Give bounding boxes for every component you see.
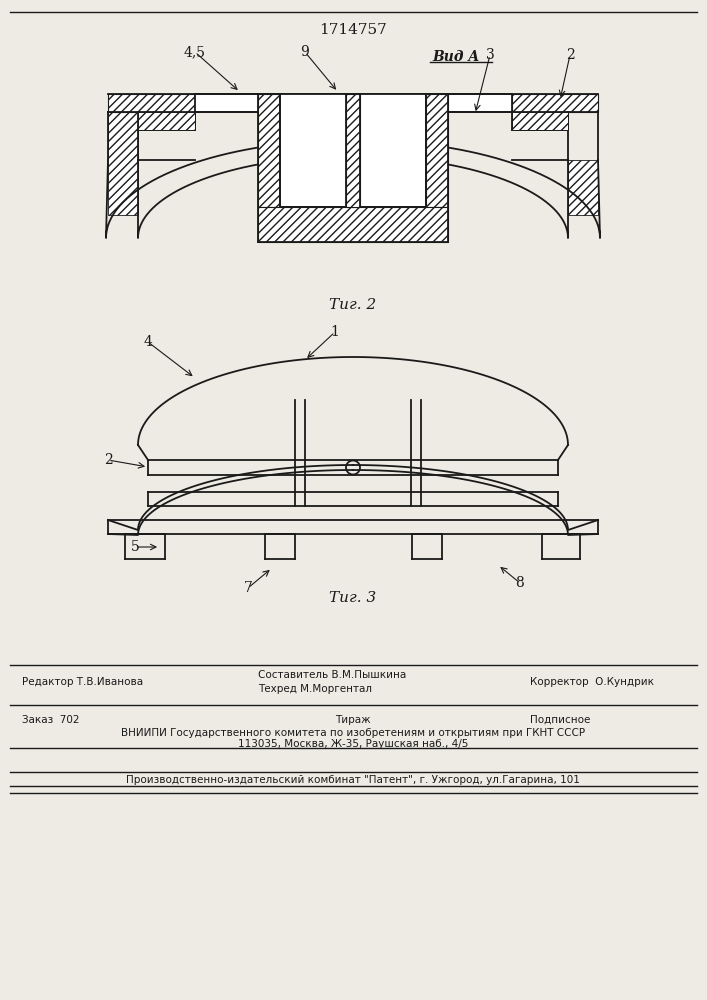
Text: Производственно-издательский комбинат "Патент", г. Ужгород, ул.Гагарина, 101: Производственно-издательский комбинат "П…: [126, 775, 580, 785]
Bar: [258, 94, 280, 207]
Bar: [426, 94, 448, 207]
Bar: [512, 112, 568, 130]
Text: Техред М.Моргентал: Техред М.Моргентал: [258, 684, 372, 694]
Text: Тираж: Тираж: [335, 715, 370, 725]
Text: Подписное: Подписное: [530, 715, 590, 725]
Bar: [108, 94, 195, 112]
Text: 7: 7: [244, 581, 252, 595]
Text: 5: 5: [131, 540, 139, 554]
Text: Τиг. 3: Τиг. 3: [329, 591, 377, 605]
Text: Составитель В.М.Пышкина: Составитель В.М.Пышкина: [258, 670, 407, 680]
Bar: [512, 94, 598, 112]
Text: 1: 1: [331, 325, 339, 339]
Text: Τиг. 2: Τиг. 2: [329, 298, 377, 312]
Text: 3: 3: [486, 48, 494, 62]
Bar: [258, 207, 448, 242]
Text: 9: 9: [300, 45, 310, 59]
Text: Вид A: Вид A: [432, 50, 479, 64]
Text: ВНИИПИ Государственного комитета по изобретениям и открытиям при ГКНТ СССР: ВНИИПИ Государственного комитета по изоб…: [121, 728, 585, 738]
Bar: [195, 94, 512, 112]
Text: 4: 4: [144, 335, 153, 349]
Text: Корректор  О.Кундрик: Корректор О.Кундрик: [530, 677, 654, 687]
Text: 8: 8: [515, 576, 525, 590]
Bar: [568, 160, 598, 215]
Bar: [280, 94, 426, 207]
Text: 2: 2: [566, 48, 574, 62]
Bar: [346, 94, 360, 207]
Text: Редактор Т.В.Иванова: Редактор Т.В.Иванова: [22, 677, 143, 687]
Text: 2: 2: [104, 453, 112, 467]
Text: 4,5: 4,5: [184, 45, 206, 59]
Bar: [108, 112, 138, 215]
Bar: [138, 112, 195, 130]
Text: 1714757: 1714757: [319, 23, 387, 37]
Text: 113035, Москва, Ж-35, Раушская наб., 4/5: 113035, Москва, Ж-35, Раушская наб., 4/5: [238, 739, 468, 749]
Text: Заказ  702: Заказ 702: [22, 715, 79, 725]
